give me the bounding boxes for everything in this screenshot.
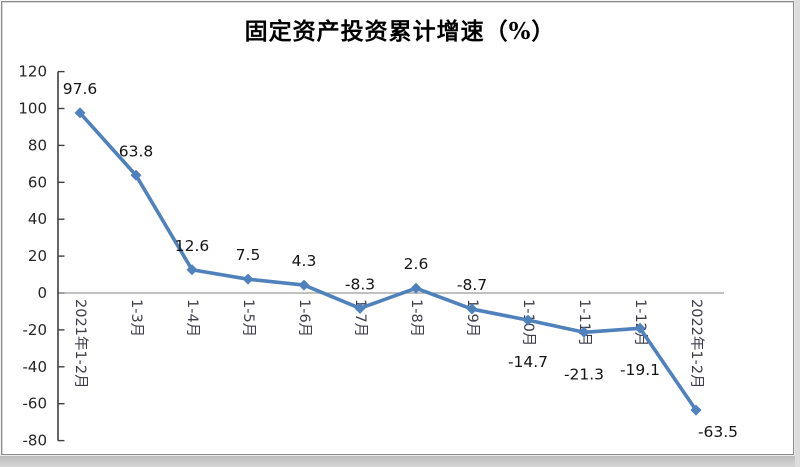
y-tick-label: -20 xyxy=(23,321,48,339)
x-category-label: 1-4月 xyxy=(184,299,200,337)
data-point-marker xyxy=(74,107,86,119)
y-tick-label: 40 xyxy=(28,210,47,228)
data-label: 4.3 xyxy=(292,252,317,270)
data-label: 7.5 xyxy=(236,246,261,264)
y-tick-label: 60 xyxy=(28,173,47,191)
data-point-marker xyxy=(186,264,198,276)
data-label: 63.8 xyxy=(119,142,154,160)
bottom-strip xyxy=(0,456,800,467)
data-label: 12.6 xyxy=(175,237,210,255)
data-point-marker xyxy=(298,279,310,291)
x-category-label: 2021年1-2月 xyxy=(72,299,89,389)
x-category-label: 1-11月 xyxy=(576,299,592,346)
data-label: -21.3 xyxy=(564,365,604,383)
y-tick-label: -60 xyxy=(23,395,48,413)
x-category-label: 1-3月 xyxy=(128,299,144,337)
y-tick-label: 20 xyxy=(28,247,47,265)
right-strip xyxy=(795,0,800,467)
y-tick-label: 80 xyxy=(28,136,47,154)
data-label: -8.3 xyxy=(345,275,375,293)
data-point-marker xyxy=(242,273,254,285)
x-category-label: 1-8月 xyxy=(408,299,424,337)
data-point-marker xyxy=(130,169,142,181)
data-point-marker xyxy=(578,326,590,338)
data-point-marker xyxy=(410,282,422,294)
chart-title: 固定资产投资累计增速（%） xyxy=(244,18,556,45)
x-category-label: 2022年1-2月 xyxy=(688,299,705,389)
data-label: -19.1 xyxy=(620,361,660,379)
y-tick-label: -80 xyxy=(23,432,48,450)
data-point-marker xyxy=(522,314,534,326)
data-label: -8.7 xyxy=(457,276,487,294)
data-label: -63.5 xyxy=(698,423,738,441)
chart-frame xyxy=(1,1,794,455)
data-label: 2.6 xyxy=(404,255,429,273)
y-tick-label: 120 xyxy=(18,63,47,81)
series-line xyxy=(78,111,698,412)
data-label: -14.7 xyxy=(508,353,548,371)
data-point-marker xyxy=(634,322,646,334)
x-category-label: 1-6月 xyxy=(296,299,312,337)
data-point-marker xyxy=(690,404,702,416)
y-tick-label: -40 xyxy=(23,358,48,376)
y-tick-label: 100 xyxy=(18,100,47,118)
x-category-label: 1-5月 xyxy=(240,299,256,337)
data-point-marker xyxy=(354,302,366,314)
data-point-marker xyxy=(466,303,478,315)
y-tick-label: 0 xyxy=(37,284,47,302)
data-label: 97.6 xyxy=(63,80,98,98)
